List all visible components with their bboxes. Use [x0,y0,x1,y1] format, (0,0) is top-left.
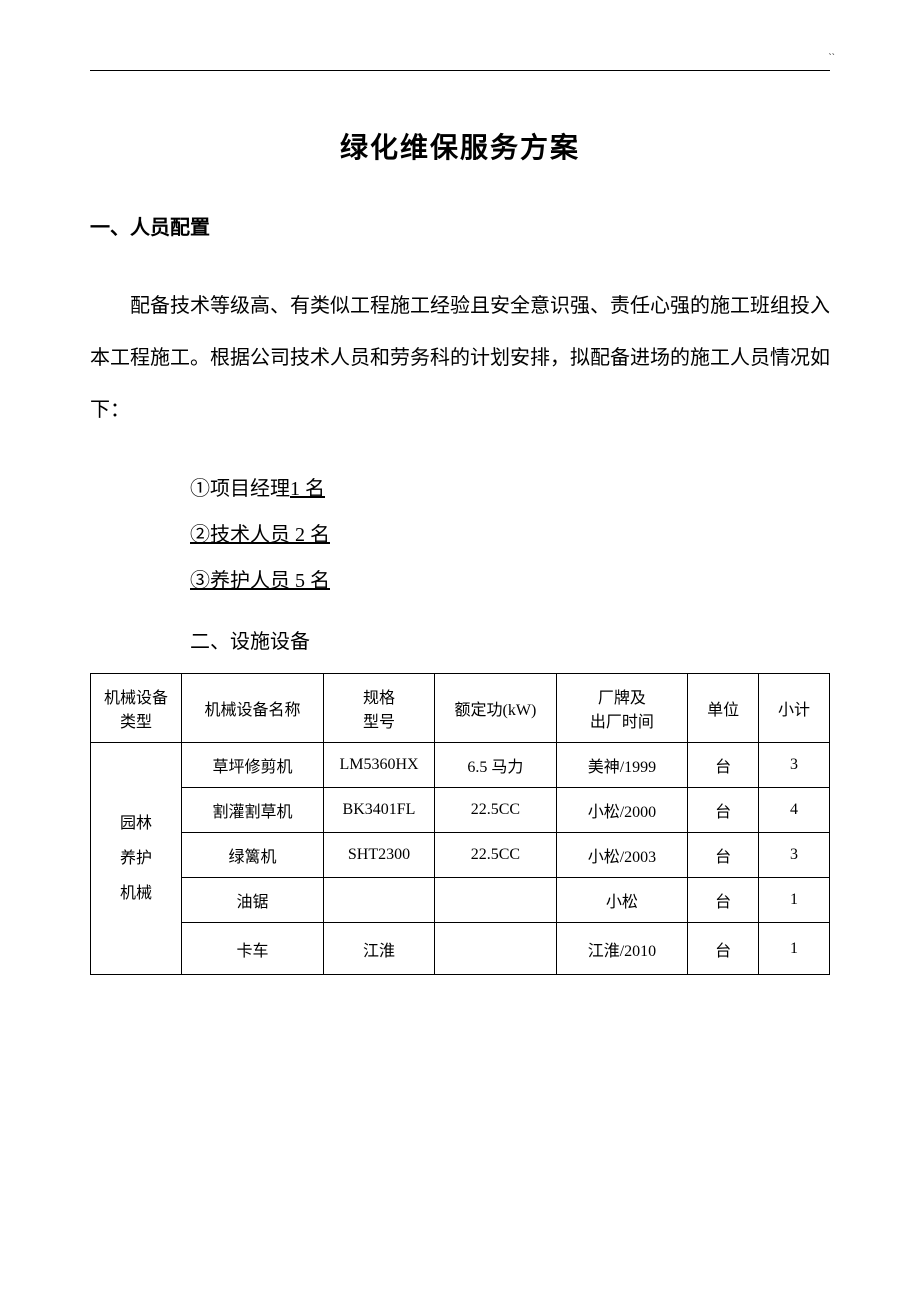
section-2-heading: 二、设施设备 [90,619,830,665]
table-row: 卡车 江淮 江淮/2010 台 1 [91,923,830,975]
table-cell: 台 [688,833,759,878]
table-cell: 草坪修剪机 [182,743,324,788]
table-row: 园林养护机械 草坪修剪机 LM5360HX 6.5 马力 美神/1999 台 3 [91,743,830,788]
table-cell: SHT2300 [323,833,434,878]
table-cell: 绿篱机 [182,833,324,878]
table-row: 割灌割草机 BK3401FL 22.5CC 小松/2000 台 4 [91,788,830,833]
table-header-cell: 厂牌及出厂时间 [556,674,688,743]
table-header-cell: 额定功(kW) [435,674,556,743]
table-cell: 江淮 [323,923,434,975]
table-cell: 美神/1999 [556,743,688,788]
header-rule: `` [90,70,830,71]
table-row: 绿篱机 SHT2300 22.5CC 小松/2003 台 3 [91,833,830,878]
table-header-cell: 单位 [688,674,759,743]
document-title: 绿化维保服务方案 [90,126,830,166]
table-cell: 台 [688,923,759,975]
table-header-cell: 机械设备类型 [91,674,182,743]
table-cell: 小松 [556,878,688,923]
table-cell [435,878,556,923]
table-cell: 小松/2003 [556,833,688,878]
table-cell: 3 [759,833,830,878]
table-cell: BK3401FL [323,788,434,833]
table-cell: 割灌割草机 [182,788,324,833]
table-cell: 江淮/2010 [556,923,688,975]
table-cell: 卡车 [182,923,324,975]
section-1-heading: 一、人员配置 [90,211,830,240]
list-item-text: ③养护人员 5 名 [190,570,330,592]
table-row: 油锯 小松 台 1 [91,878,830,923]
table-cell: 台 [688,878,759,923]
table-header-row: 机械设备类型 机械设备名称 规格型号 额定功(kW) 厂牌及出厂时间 单位 小计 [91,674,830,743]
table-header-cell: 小计 [759,674,830,743]
personnel-list: ①项目经理1 名 ②技术人员 2 名 ③养护人员 5 名 [90,466,830,604]
table-cell: 1 [759,878,830,923]
table-cell: 台 [688,743,759,788]
table-cell: LM5360HX [323,743,434,788]
list-item-count: 1 名 [290,478,325,500]
table-cell: 22.5CC [435,788,556,833]
table-cell [435,923,556,975]
list-item: ②技术人员 2 名 [190,512,830,558]
list-item: ③养护人员 5 名 [190,558,830,604]
table-cell [323,878,434,923]
table-header-cell: 机械设备名称 [182,674,324,743]
table-cell: 22.5CC [435,833,556,878]
corner-mark: `` [828,53,835,64]
table-cell: 1 [759,923,830,975]
table-cell: 台 [688,788,759,833]
table-cell: 3 [759,743,830,788]
table-cell: 4 [759,788,830,833]
table-cell: 小松/2000 [556,788,688,833]
list-item-text: ②技术人员 2 名 [190,524,330,546]
document-page: `` 绿化维保服务方案 一、人员配置 配备技术等级高、有类似工程施工经验且安全意… [0,0,920,1035]
table-header-cell: 规格型号 [323,674,434,743]
section-1-paragraph: 配备技术等级高、有类似工程施工经验且安全意识强、责任心强的施工班组投入本工程施工… [90,280,830,436]
equipment-table: 机械设备类型 机械设备名称 规格型号 额定功(kW) 厂牌及出厂时间 单位 小计… [90,673,830,975]
list-item: ①项目经理1 名 [190,466,830,512]
list-item-prefix: ①项目经理 [190,478,290,500]
table-cell-type: 园林养护机械 [91,743,182,975]
table-cell: 油锯 [182,878,324,923]
table-cell: 6.5 马力 [435,743,556,788]
